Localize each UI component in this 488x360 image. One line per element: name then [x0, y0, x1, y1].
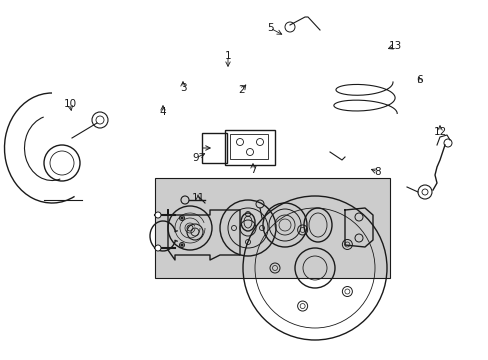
Text: 13: 13	[387, 41, 401, 51]
Text: 8: 8	[374, 167, 381, 177]
Text: 2: 2	[238, 85, 245, 95]
Circle shape	[155, 212, 161, 218]
Bar	[229, 134, 267, 159]
Bar	[224, 130, 274, 165]
Text: 4: 4	[160, 107, 166, 117]
Circle shape	[181, 244, 183, 246]
Text: 7: 7	[249, 165, 256, 175]
Text: 12: 12	[432, 127, 446, 137]
Text: 10: 10	[63, 99, 77, 109]
Circle shape	[155, 245, 161, 251]
Bar	[202, 133, 226, 163]
Text: 1: 1	[224, 51, 231, 61]
Text: 9: 9	[192, 153, 199, 163]
Circle shape	[181, 217, 183, 219]
Bar	[155, 178, 389, 278]
Text: 6: 6	[416, 75, 423, 85]
Text: 5: 5	[266, 23, 273, 33]
Text: 3: 3	[179, 83, 186, 93]
Text: 11: 11	[191, 193, 204, 203]
